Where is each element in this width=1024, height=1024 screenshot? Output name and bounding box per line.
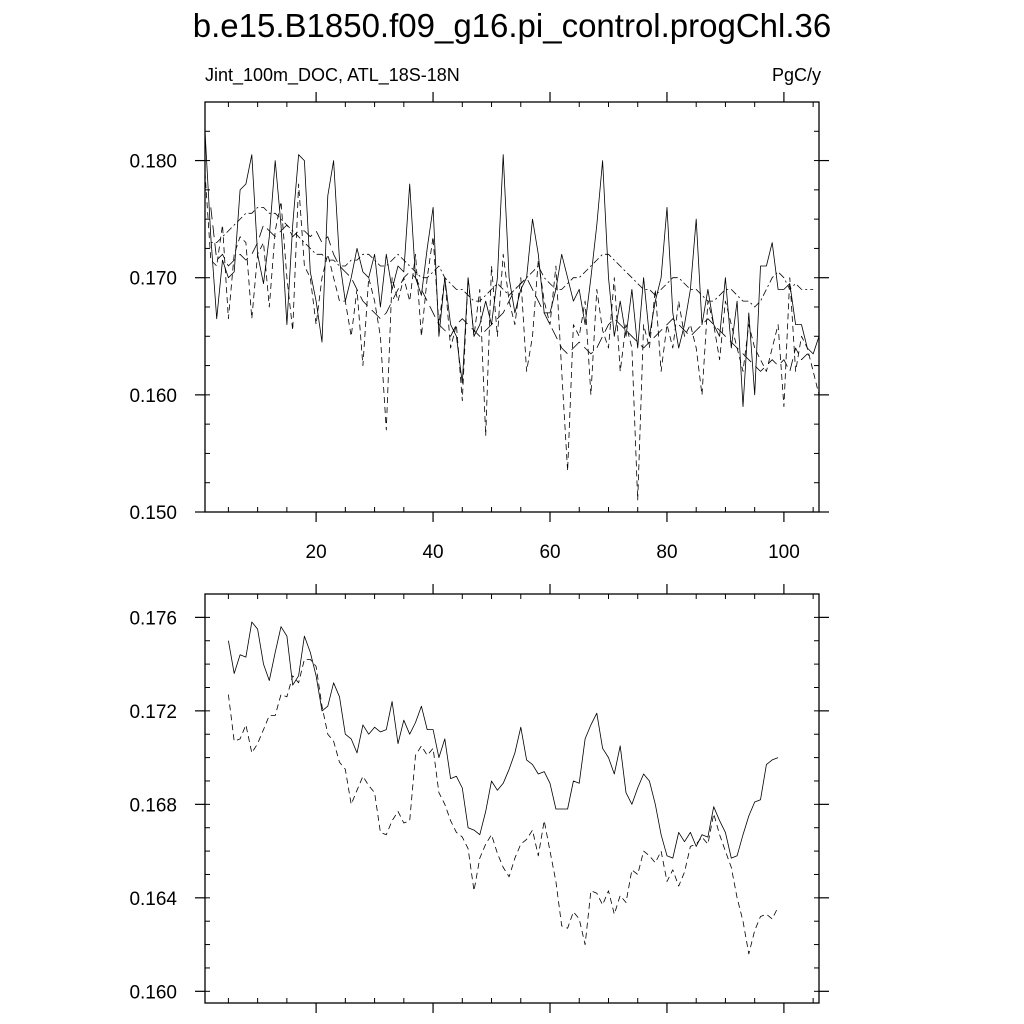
series-line-dashed: [228, 659, 779, 955]
x-tick-label: 40: [422, 542, 443, 563]
y-tick-label: 0.170: [129, 269, 177, 290]
y-tick-label: 0.180: [129, 152, 177, 173]
bottom-panel: 0.160 0.164 0.168 0.172 0.176: [129, 584, 829, 1013]
y-tick-label: 0.150: [129, 503, 177, 524]
series-line-solid: [205, 131, 819, 408]
series-line-solid: [228, 621, 779, 859]
x-tick-label: 20: [306, 542, 327, 563]
y-tick-label: 0.164: [129, 889, 177, 910]
y-tick-label: 0.172: [129, 702, 177, 723]
y-tick-label: 0.176: [129, 608, 177, 629]
y-tick-label: 0.160: [129, 982, 177, 1003]
plot-frame-0: [204, 101, 820, 513]
units-label: PgC/y: [771, 65, 821, 85]
x-tick-label: 100: [768, 542, 800, 563]
y-tick-label: 0.168: [129, 795, 177, 816]
series-line-long-dash: [210, 207, 814, 372]
variable-region-label: Jint_100m_DOC, ATL_18S-18N: [205, 65, 460, 85]
top-panel: 20 40 60 80 100 0.150 0.160 0.170 0.180: [129, 92, 829, 563]
chart-title: b.e15.B1850.f09_g16.pi_control.progChl.3…: [192, 7, 832, 44]
x-tick-label: 60: [539, 542, 560, 563]
series-line-dash-dot: [210, 206, 814, 308]
series-line-dashed: [205, 172, 819, 501]
x-tick-label: 80: [656, 542, 677, 563]
y-tick-label: 0.160: [129, 386, 177, 407]
plot-frame-1: [204, 593, 820, 1004]
